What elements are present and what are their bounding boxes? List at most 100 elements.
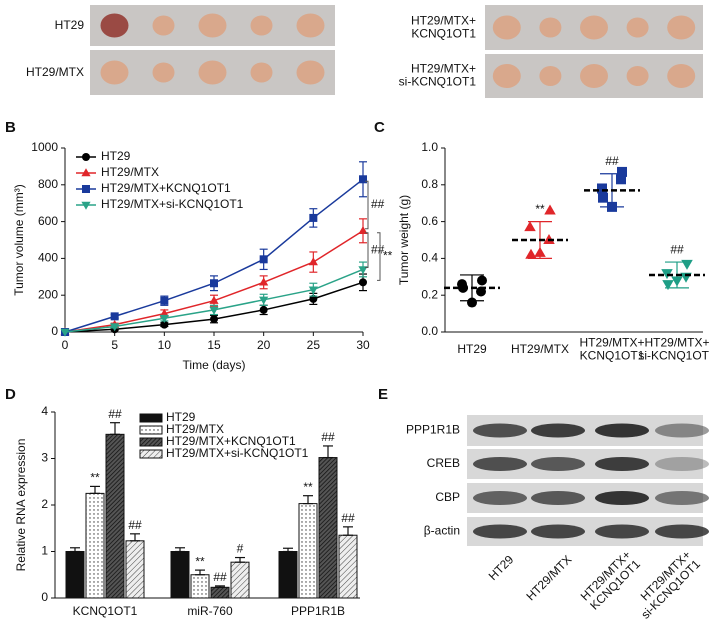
tumor (296, 13, 325, 38)
y-tick-label: 0.4 (421, 251, 438, 265)
marker (259, 296, 269, 305)
x-tick-label: HT29 (457, 342, 487, 356)
marker (210, 315, 218, 324)
marker (671, 276, 683, 287)
marker (467, 297, 477, 308)
legend-label: HT29/MTX+KCNQ1OT1 (101, 181, 231, 195)
marker (598, 192, 608, 203)
bar (210, 586, 230, 599)
marker (597, 183, 607, 194)
bar (85, 492, 105, 599)
marker (82, 185, 90, 193)
band (595, 423, 649, 438)
legend-swatch (139, 449, 163, 459)
y-tick-label: 1 (41, 544, 48, 558)
marker (259, 277, 269, 286)
y-axis-title: Tumor weight (g) (397, 195, 411, 285)
y-tick-label: 200 (38, 287, 58, 301)
annotation: ## (371, 242, 385, 256)
marker (544, 204, 556, 215)
y-tick-label: 400 (38, 251, 58, 265)
legend-label: HT29/MTX+si-KCNQ1OT1 (166, 446, 309, 460)
annotation: ## (213, 570, 227, 584)
x-tick-label: 10 (158, 338, 172, 352)
band (595, 524, 649, 539)
marker (159, 308, 169, 317)
marker (259, 255, 268, 264)
annotation: ## (321, 430, 335, 444)
band (531, 423, 585, 438)
marker (524, 221, 536, 232)
marker (616, 174, 626, 185)
legend-label: HT29 (166, 410, 196, 424)
bar (230, 561, 250, 599)
annotation: ## (128, 518, 142, 532)
tumor (152, 15, 175, 36)
x-tick-label: KCNQ1OT1 (73, 604, 138, 618)
bar (125, 540, 145, 599)
annotation: ## (371, 197, 385, 211)
tumor (667, 64, 696, 88)
marker (259, 305, 268, 314)
legend-label: HT29 (101, 149, 131, 163)
marker (81, 201, 91, 210)
marker (160, 296, 169, 305)
marker (681, 259, 693, 270)
marker (81, 168, 91, 177)
marker (477, 275, 487, 286)
x-tick-label: PPP1R1B (291, 604, 345, 618)
marker (617, 166, 627, 177)
marker (607, 201, 617, 212)
x-tick-label: 25 (307, 338, 321, 352)
tumor (626, 17, 649, 38)
band (595, 457, 649, 471)
tumor (100, 60, 129, 85)
error-bar (343, 526, 353, 536)
tumor (667, 15, 696, 40)
error-bar (110, 422, 120, 435)
row-label: β-actin (424, 524, 460, 538)
error-bar (215, 585, 225, 588)
y-axis-title: Relative RNA expression (14, 439, 28, 572)
bracket (377, 232, 381, 281)
y-tick-label: 3 (41, 451, 48, 465)
bar (65, 551, 85, 599)
legend-swatch (139, 425, 163, 435)
row-label: CBP (435, 490, 460, 504)
annotation: ** (90, 471, 100, 485)
error-bar (70, 547, 80, 553)
band (531, 457, 585, 471)
x-tick-label: 15 (207, 338, 221, 352)
x-tick-label: miR-760 (187, 604, 233, 618)
tumor (100, 13, 129, 38)
tumor (492, 15, 521, 40)
marker (525, 248, 537, 259)
band (655, 457, 709, 471)
x-tick-label: 5 (111, 338, 118, 352)
bar (298, 503, 318, 599)
band (473, 457, 527, 471)
y-tick-label: 1000 (31, 140, 58, 154)
annotation: ** (195, 554, 205, 568)
row-label: HT29/MTX (26, 65, 84, 79)
row-label: HT29/MTX+ si-KCNQ1OT1 (399, 62, 477, 89)
error-bar (195, 569, 205, 576)
x-tick-label: 0 (62, 338, 69, 352)
column-label: HT29/MTX (523, 552, 574, 603)
marker (60, 328, 70, 337)
bracket (365, 180, 369, 230)
row-label: HT29/MTX+ KCNQ1OT1 (411, 14, 476, 41)
panel-label: D (5, 386, 16, 403)
bar (338, 534, 358, 599)
y-tick-label: 600 (38, 214, 58, 228)
band (531, 491, 585, 505)
legend-swatch (139, 413, 163, 423)
row-label: CREB (427, 456, 460, 470)
x-tick-label: HT29/MTX (511, 342, 569, 356)
tumor (580, 64, 608, 88)
tumor (539, 66, 562, 86)
annotation: # (237, 542, 244, 556)
row-label: HT29 (55, 18, 85, 32)
error-bar (323, 445, 333, 459)
